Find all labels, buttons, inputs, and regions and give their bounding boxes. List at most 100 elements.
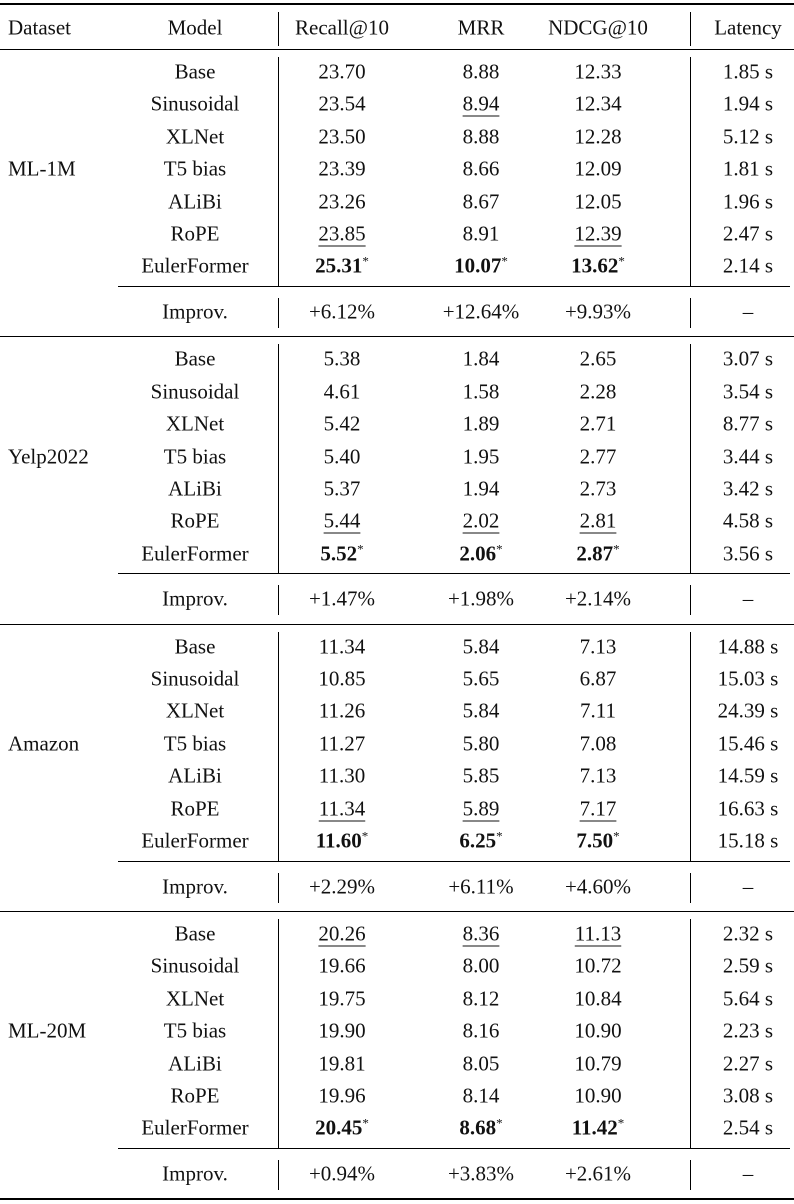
- metric-cell: 12.39: [574, 221, 622, 246]
- model-name: XLNet: [165, 986, 225, 1011]
- cell-value: 2.87: [576, 541, 614, 566]
- metric-cell: 2.59 s: [722, 953, 774, 978]
- model-name: T5 bias: [163, 156, 227, 181]
- improv-label: Improv.: [162, 1161, 228, 1186]
- rule: [118, 286, 790, 287]
- metric-cell: 2.77: [579, 444, 617, 468]
- model-name: Sinusoidal: [150, 953, 240, 978]
- column-divider: [690, 12, 691, 46]
- significance-mark: *: [496, 1115, 503, 1131]
- rule: [0, 3, 794, 5]
- metric-cell: 2.81: [579, 508, 617, 533]
- metric-cell: 11.60*: [316, 830, 369, 852]
- metric-cell: 8.00: [462, 953, 500, 978]
- column-divider: [690, 918, 691, 1148]
- improv-cell: –: [742, 586, 754, 611]
- model-name: ALiBi: [168, 763, 222, 788]
- metric-cell: 5.40: [323, 444, 361, 468]
- model-name: RoPE: [170, 1083, 220, 1108]
- cell-value: 2.81: [579, 508, 617, 533]
- metric-cell: 5.80: [462, 731, 500, 756]
- metric-cell: 12.33: [574, 59, 622, 84]
- cell-value: 11.42: [571, 1115, 618, 1140]
- improv-cell: +6.12%: [308, 299, 376, 324]
- metric-cell: 2.28: [579, 379, 617, 404]
- cell-value: 8.36: [462, 921, 500, 946]
- metric-cell: 2.65: [579, 346, 617, 371]
- metric-cell: 8.88: [462, 59, 500, 84]
- metric-cell: 2.87*: [576, 541, 620, 566]
- rule: [0, 623, 794, 625]
- metric-cell: 5.85: [462, 763, 500, 788]
- column-divider: [690, 298, 691, 328]
- metric-cell: 7.50*: [576, 830, 619, 852]
- metric-cell: 23.70: [318, 59, 366, 84]
- metric-cell: 12.05: [574, 189, 622, 214]
- metric-cell: 19.81: [318, 1051, 366, 1075]
- model-name: Base: [174, 346, 216, 371]
- cell-value: 12.39: [574, 221, 622, 246]
- metric-cell: 15.18 s: [717, 828, 779, 853]
- improv-cell: +2.14%: [564, 586, 632, 611]
- metric-cell: 7.13: [579, 763, 617, 788]
- model-name: T5 bias: [163, 731, 227, 756]
- model-name: RoPE: [170, 508, 220, 533]
- improv-label: Improv.: [162, 299, 228, 324]
- column-divider: [278, 585, 279, 616]
- model-name: EulerFormer: [141, 1115, 249, 1140]
- model-name: ALiBi: [168, 189, 222, 214]
- cell-value: 6.25: [459, 828, 497, 853]
- metric-cell: 5.89: [463, 798, 500, 819]
- improv-cell: +1.47%: [308, 586, 376, 611]
- metric-cell: 2.06*: [459, 542, 502, 564]
- metric-cell: 5.37: [323, 476, 361, 501]
- column-divider: [690, 344, 691, 574]
- metric-cell: 4.58 s: [722, 508, 774, 533]
- column-divider: [278, 344, 279, 574]
- metric-cell: 14.88 s: [717, 634, 779, 659]
- metric-cell: 2.54 s: [722, 1115, 774, 1140]
- metric-cell: 8.36: [463, 923, 500, 944]
- model-name: ALiBi: [168, 1051, 222, 1075]
- model-name: EulerFormer: [141, 828, 249, 853]
- column-divider: [278, 12, 279, 46]
- rule: [118, 573, 790, 575]
- metric-cell: 10.84: [574, 986, 622, 1011]
- metric-cell: 23.85: [318, 221, 366, 246]
- metric-cell: 8.67: [462, 189, 500, 214]
- header-cell: NDCG@10: [548, 15, 648, 40]
- metric-cell: 8.77 s: [722, 411, 774, 436]
- metric-cell: 19.96: [318, 1083, 366, 1108]
- column-divider: [278, 298, 279, 328]
- metric-cell: 5.42: [323, 411, 361, 436]
- metric-cell: 8.66: [462, 156, 500, 181]
- metric-cell: 8.91: [462, 221, 500, 246]
- model-name: EulerFormer: [141, 253, 249, 278]
- metric-cell: 10.85: [318, 666, 366, 691]
- metric-cell: 12.34: [574, 91, 622, 116]
- model-name: Sinusoidal: [150, 379, 240, 404]
- model-name: Base: [174, 634, 216, 659]
- metric-cell: 23.50: [318, 124, 366, 149]
- cell-value: 23.85: [318, 221, 366, 246]
- model-name: Sinusoidal: [150, 666, 240, 691]
- metric-cell: 7.13: [579, 634, 617, 659]
- significance-mark: *: [496, 828, 503, 844]
- column-divider: [690, 872, 691, 903]
- metric-cell: 24.39 s: [717, 698, 779, 723]
- column-divider: [690, 585, 691, 616]
- rule: [0, 910, 794, 912]
- significance-mark: *: [613, 541, 620, 557]
- metric-cell: 5.38: [323, 346, 361, 371]
- metric-cell: 23.39: [318, 156, 366, 181]
- metric-cell: 14.59 s: [717, 763, 779, 788]
- metric-cell: 25.31*: [315, 255, 369, 277]
- metric-cell: 10.79: [574, 1051, 622, 1075]
- metric-cell: 15.46 s: [717, 731, 779, 756]
- metric-cell: 5.52*: [320, 542, 363, 564]
- metric-cell: 1.85 s: [722, 59, 774, 84]
- metric-cell: 8.94: [463, 93, 500, 115]
- dataset-name: Yelp2022: [8, 444, 89, 468]
- model-name: ALiBi: [168, 476, 222, 501]
- model-name: EulerFormer: [141, 541, 249, 566]
